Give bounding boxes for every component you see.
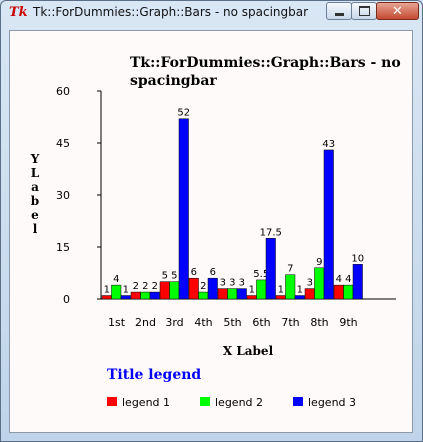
bar-chart: Tk::ForDummies::Graph::Bars - no spacing… [30,55,401,409]
data-label: 7 [287,264,293,275]
x-ticks: 1st 2nd 3rd 4th 5th 6th 7th 8th 9th [108,316,358,329]
bar-2-4th [198,291,209,300]
data-label: 1 [104,285,110,296]
window-title: Tk::ForDummies::Graph::Bars - no spacing… [33,5,309,19]
data-label: 4 [113,274,119,285]
bar-2-1st [111,284,122,300]
data-label: 3 [220,278,226,289]
bar-1-1st [101,295,112,300]
y-tick-label: 0 [63,293,70,306]
bar-2-9th [343,284,354,300]
bar-3-9th [352,264,363,300]
legend-label: legend 3 [308,396,356,409]
data-label: 4 [345,274,351,285]
data-label: 2 [142,281,148,292]
legend-swatch [293,397,303,406]
bar-1-2nd [130,291,141,300]
data-label: 52 [177,108,190,119]
x-tick-label: 9th [339,316,357,329]
data-label: 17.5 [260,227,282,238]
x-tick-label: 6th [252,316,270,329]
maximize-icon [358,6,370,16]
y-ticks: 0 15 30 45 60 [56,85,101,306]
y-tick-label: 15 [56,241,70,254]
data-label: 1 [297,285,303,296]
legend-label: legend 2 [215,396,263,409]
x-tick-label: 5th [223,316,241,329]
legend-swatch [107,397,117,406]
y-tick-label: 30 [56,189,70,202]
bar-2-2nd [140,291,151,300]
bar-3-3rd [178,118,189,300]
bar-2-6th [256,279,267,300]
data-label: 43 [322,139,335,150]
bar-1-6th [246,295,257,300]
data-label: 9 [316,257,322,268]
legend-swatch [200,397,210,406]
title-bar[interactable]: Tk Tk::ForDummies::Graph::Bars - no spac… [1,1,422,25]
data-label: 1 [278,285,284,296]
legend-label: legend 1 [122,396,170,409]
x-tick-label: 1st [108,316,126,329]
close-button[interactable]: ✕ [376,2,419,20]
bar-2-7th [285,274,296,300]
y-tick-label: 45 [56,137,70,150]
legend-title: Title legend [107,367,201,383]
bar-3-4th [207,277,218,300]
data-label: 3 [307,278,313,289]
x-tick-label: 8th [310,316,328,329]
close-icon: ✕ [392,3,403,19]
bar-1-5th [217,288,228,300]
data-label: 5 [162,271,168,282]
y-tick-label: 60 [56,85,70,98]
legend: legend 1 legend 2 legend 3 [107,396,356,409]
data-label: 2 [133,281,139,292]
data-label: 2 [200,281,206,292]
bar-1-9th [333,284,344,300]
data-label: 3 [229,278,235,289]
bar-3-5th [236,288,247,300]
bar-3-1st [120,295,131,300]
bar-1-4th [188,277,199,300]
x-tick-label: 2nd [135,316,156,329]
data-label: 3 [239,278,245,289]
minimize-icon [334,12,344,16]
bar-3-6th [265,238,276,300]
data-label: 4 [336,274,342,285]
chart-canvas: Tk::ForDummies::Graph::Bars - no spacing… [9,30,413,433]
data-label: 6 [210,267,216,278]
bar-2-5th [227,288,238,300]
bar-2-8th [314,267,325,300]
x-tick-label: 4th [194,316,212,329]
chart-title-line-2: spacingbar [130,73,217,89]
data-label: 1 [123,285,129,296]
bar-3-2nd [149,291,160,300]
data-label: 1 [249,285,255,296]
data-label: 2 [152,281,158,292]
tk-feather-icon: Tk [9,5,28,20]
data-label: 10 [351,253,364,264]
maximize-button[interactable] [351,2,377,20]
minimize-button[interactable] [326,2,352,20]
x-axis-label: X Label [223,344,274,358]
bar-1-3rd [159,281,170,300]
bar-2-3rd [169,281,180,300]
bar-3-8th [323,149,334,300]
data-label: 6 [191,267,197,278]
data-label: 5 [171,271,177,282]
bar-3-7th [294,295,305,300]
bar-1-7th [275,295,286,300]
data-label: 5.5 [253,269,269,280]
chart-title-line-1: Tk::ForDummies::Graph::Bars - no [130,55,401,71]
bar-1-8th [304,288,315,300]
x-tick-label: 3rd [165,316,183,329]
x-tick-label: 7th [281,316,299,329]
